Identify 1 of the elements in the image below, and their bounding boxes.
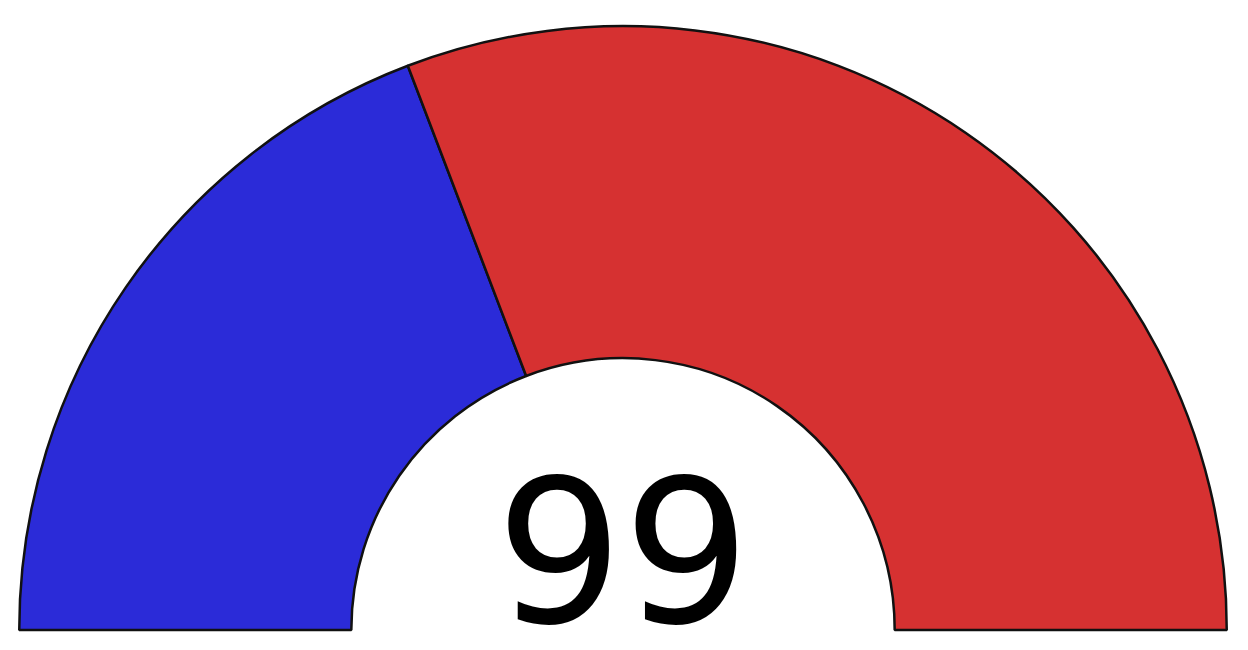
text: 99: [495, 435, 751, 650]
